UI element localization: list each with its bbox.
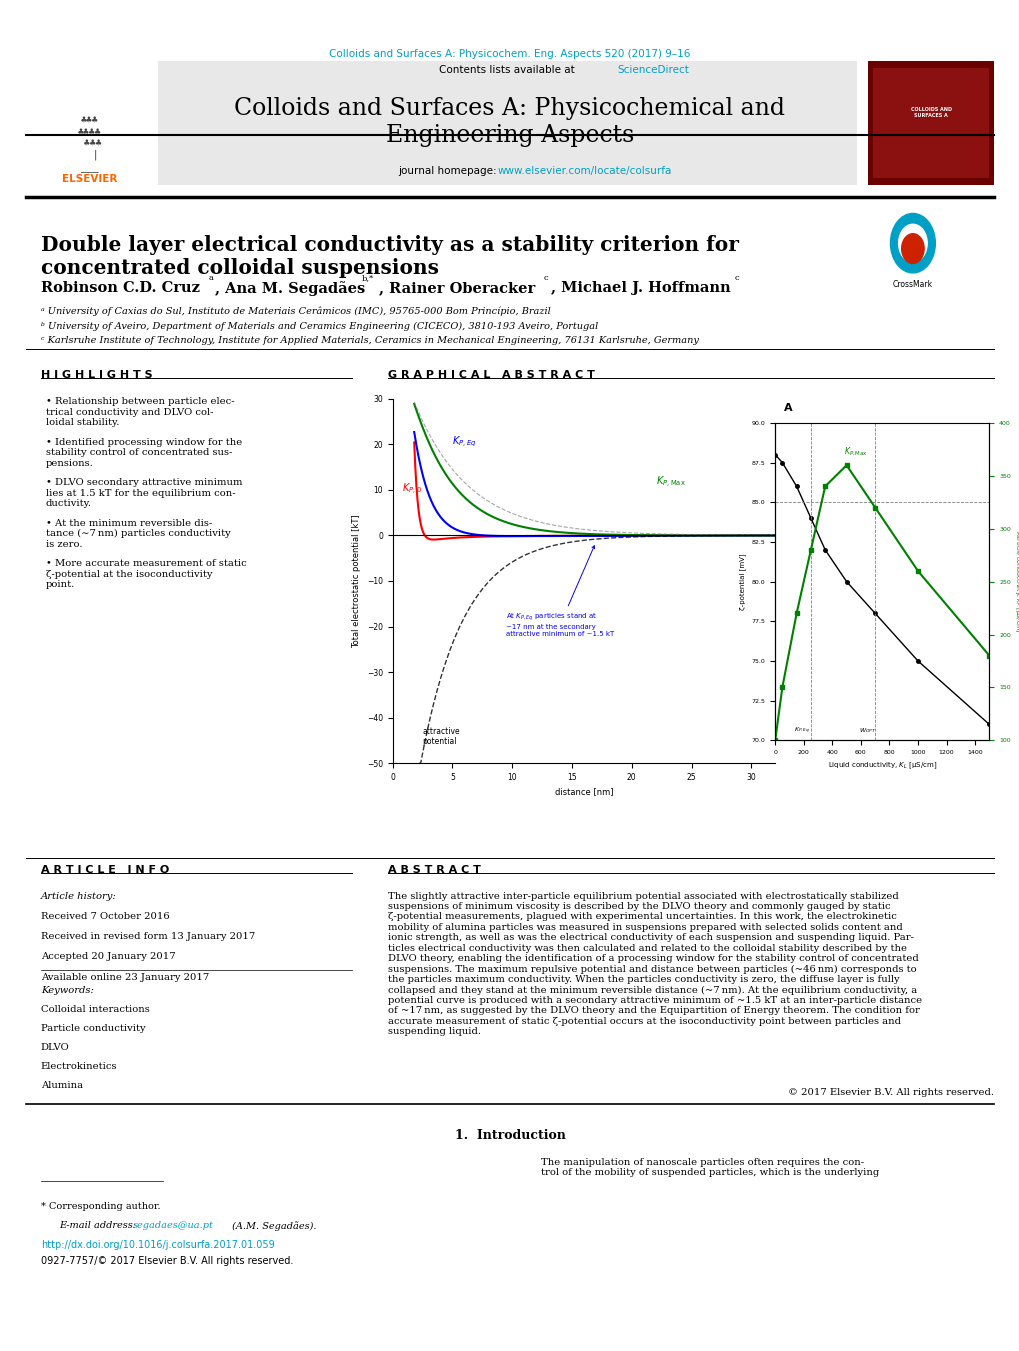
Text: www.elsevier.com/locate/colsurfa: www.elsevier.com/locate/colsurfa <box>497 166 672 176</box>
Text: ᶜ Karlsruhe Institute of Technology, Institute for Applied Materials, Ceramics i: ᶜ Karlsruhe Institute of Technology, Ins… <box>41 336 698 346</box>
Text: H I G H L I G H T S: H I G H L I G H T S <box>41 370 152 380</box>
Text: Available online 23 January 2017: Available online 23 January 2017 <box>41 973 209 982</box>
Text: The slightly attractive inter-particle equilibrium potential associated with ele: The slightly attractive inter-particle e… <box>387 892 921 1036</box>
Text: Colloids and Surfaces A: Physicochemical and
Engineering Aspects: Colloids and Surfaces A: Physicochemical… <box>234 97 785 147</box>
Bar <box>158 61 856 185</box>
Text: 0927-7757/© 2017 Elsevier B.V. All rights reserved.: 0927-7757/© 2017 Elsevier B.V. All right… <box>41 1256 292 1266</box>
Text: ♣♣♣
♣♣♣♣
 ♣♣♣
  |
___: ♣♣♣ ♣♣♣♣ ♣♣♣ | ___ <box>77 115 102 173</box>
X-axis label: distance [nm]: distance [nm] <box>554 788 612 797</box>
Text: Robinson C.D. Cruz: Robinson C.D. Cruz <box>41 281 200 295</box>
Text: , Ana M. Segadães: , Ana M. Segadães <box>215 281 365 296</box>
Text: Double layer electrical conductivity as a stability criterion for
concentrated c: Double layer electrical conductivity as … <box>41 235 738 278</box>
Text: http://dx.doi.org/10.1016/j.colsurfa.2017.01.059: http://dx.doi.org/10.1016/j.colsurfa.201… <box>41 1240 274 1250</box>
Text: Alumina: Alumina <box>41 1081 83 1090</box>
Y-axis label: ζ-potential [mV]: ζ-potential [mV] <box>739 554 745 609</box>
Text: Received in revised form 13 January 2017: Received in revised form 13 January 2017 <box>41 932 255 942</box>
Text: • More accurate measurement of static
ζ-potential at the isoconductivity
point.: • More accurate measurement of static ζ-… <box>46 559 247 589</box>
Bar <box>867 61 994 185</box>
Text: Accepted 20 January 2017: Accepted 20 January 2017 <box>41 952 175 962</box>
Text: A R T I C L E   I N F O: A R T I C L E I N F O <box>41 865 169 874</box>
Bar <box>25 61 156 192</box>
Text: • DLVO secondary attractive minimum
lies at 1.5 kT for the equilibrium con-
duct: • DLVO secondary attractive minimum lies… <box>46 478 243 508</box>
Text: Received 7 October 2016: Received 7 October 2016 <box>41 912 169 921</box>
Text: $W_{OPT}$: $W_{OPT}$ <box>859 727 875 735</box>
Text: $K_{P, \rm{Max}}$: $K_{P, \rm{Max}}$ <box>655 476 685 490</box>
Text: At $K_{P,Eq}$ particles stand at
~17 nm at the secondary
attractive minimum of ~: At $K_{P,Eq}$ particles stand at ~17 nm … <box>505 546 613 636</box>
Text: Article history:: Article history: <box>41 892 116 901</box>
Text: • Relationship between particle elec-
trical conductivity and DLVO col-
loidal s: • Relationship between particle elec- tr… <box>46 397 234 427</box>
Text: $K_{P,0}$: $K_{P,0}$ <box>401 482 422 497</box>
Bar <box>872 68 988 178</box>
Text: The manipulation of nanoscale particles often requires the con-
trol of the mobi: The manipulation of nanoscale particles … <box>540 1158 878 1177</box>
Text: , Rainer Oberacker: , Rainer Oberacker <box>379 281 535 295</box>
Y-axis label: Total electrostatic potential [kT]: Total electrostatic potential [kT] <box>352 515 361 647</box>
Text: • Identified processing window for the
stability control of concentrated sus-
pe: • Identified processing window for the s… <box>46 438 242 467</box>
Text: © 2017 Elsevier B.V. All rights reserved.: © 2017 Elsevier B.V. All rights reserved… <box>788 1088 994 1097</box>
Text: $K_{P,\rm{Max}}$: $K_{P,\rm{Max}}$ <box>843 446 867 458</box>
Text: A B S T R A C T: A B S T R A C T <box>387 865 480 874</box>
Text: Particle conductivity: Particle conductivity <box>41 1024 146 1034</box>
Text: Keywords:: Keywords: <box>41 986 94 996</box>
Text: b,*: b,* <box>362 274 374 282</box>
Text: , Michael J. Hoffmann: , Michael J. Hoffmann <box>550 281 730 295</box>
Text: $K_{P,Eq}$: $K_{P,Eq}$ <box>452 435 476 449</box>
Text: ScienceDirect: ScienceDirect <box>616 65 688 74</box>
Circle shape <box>898 224 926 262</box>
Text: c: c <box>543 274 548 282</box>
Text: 1.  Introduction: 1. Introduction <box>454 1129 565 1143</box>
Text: E-mail address:: E-mail address: <box>59 1221 140 1231</box>
Text: DLVO: DLVO <box>41 1043 69 1052</box>
Text: Electrokinetics: Electrokinetics <box>41 1062 117 1071</box>
Text: $K_{P,Eq}$: $K_{P,Eq}$ <box>793 725 809 736</box>
Text: CrossMark: CrossMark <box>892 280 932 289</box>
Text: Colloidal interactions: Colloidal interactions <box>41 1005 150 1015</box>
Text: a: a <box>209 274 214 282</box>
Circle shape <box>890 213 934 273</box>
Circle shape <box>901 234 923 263</box>
Text: journal homepage:: journal homepage: <box>397 166 499 176</box>
Text: ᵃ University of Caxias do Sul, Instituto de Materiais Cerâmicos (IMC), 95765-000: ᵃ University of Caxias do Sul, Instituto… <box>41 307 550 316</box>
Text: segadaes@ua.pt: segadaes@ua.pt <box>132 1221 213 1231</box>
Text: COLLOIDS AND
SURFACES A: COLLOIDS AND SURFACES A <box>910 107 951 118</box>
Text: * Corresponding author.: * Corresponding author. <box>41 1202 160 1212</box>
Y-axis label: Particle conductivity, $K_P$ [μS/cm]: Particle conductivity, $K_P$ [μS/cm] <box>1012 531 1019 632</box>
Text: attractive
potential: attractive potential <box>422 727 460 746</box>
Text: ᵇ University of Aveiro, Department of Materials and Ceramics Engineering (CICECO: ᵇ University of Aveiro, Department of Ma… <box>41 322 597 331</box>
Text: Contents lists available at: Contents lists available at <box>438 65 577 74</box>
Text: A: A <box>783 404 792 413</box>
Text: ELSEVIER: ELSEVIER <box>62 174 117 184</box>
Text: G R A P H I C A L   A B S T R A C T: G R A P H I C A L A B S T R A C T <box>387 370 594 380</box>
Text: (A.M. Segadães).: (A.M. Segadães). <box>229 1221 317 1231</box>
Text: • At the minimum reversible dis-
tance (∼7 nm) particles conductivity
is zero.: • At the minimum reversible dis- tance (… <box>46 519 230 549</box>
Text: Colloids and Surfaces A: Physicochem. Eng. Aspects 520 (2017) 9–16: Colloids and Surfaces A: Physicochem. En… <box>329 49 690 58</box>
X-axis label: Liquid conductivity, $K_L$ [μS/cm]: Liquid conductivity, $K_L$ [μS/cm] <box>826 761 936 771</box>
Text: c: c <box>734 274 739 282</box>
